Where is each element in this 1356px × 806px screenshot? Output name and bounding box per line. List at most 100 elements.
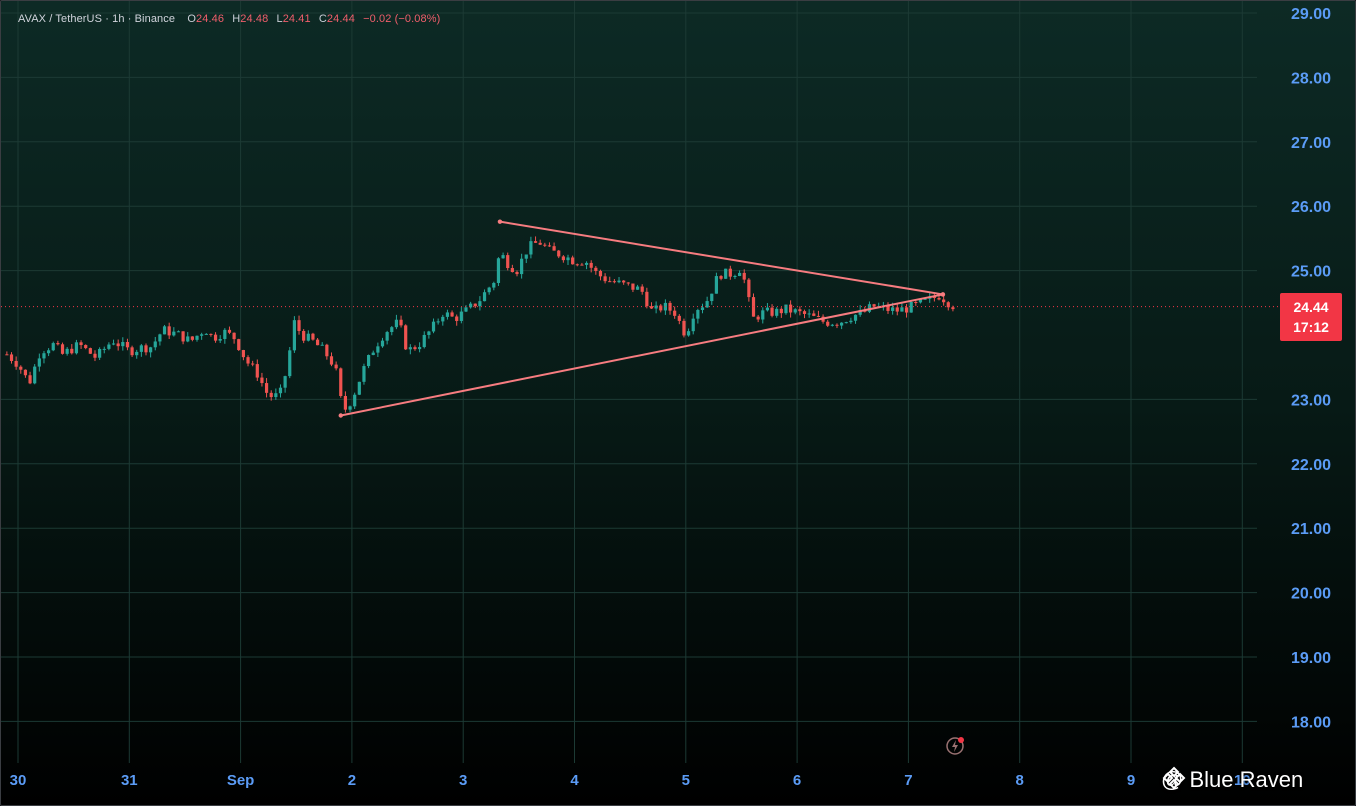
candle-body bbox=[376, 346, 380, 353]
candle-body bbox=[139, 345, 143, 352]
candle-body bbox=[19, 366, 23, 370]
trendline-anchor bbox=[940, 292, 946, 297]
y-tick-label: 28.00 bbox=[1291, 70, 1331, 87]
candle-body bbox=[14, 360, 18, 367]
candle-body bbox=[334, 364, 338, 369]
open-value: 24.46 bbox=[196, 13, 225, 25]
candle-body bbox=[227, 329, 232, 333]
candle-body bbox=[42, 353, 46, 359]
candle-body bbox=[728, 268, 732, 277]
candle-body bbox=[320, 344, 324, 346]
candle-body bbox=[218, 338, 222, 341]
candle-body bbox=[691, 318, 695, 332]
candle-body bbox=[524, 254, 528, 259]
candle-body bbox=[543, 244, 547, 246]
symbol-legend[interactable]: AVAX / TetherUS · 1h · Binance O24.46 H2… bbox=[18, 13, 445, 25]
candle-body bbox=[742, 272, 746, 280]
candle-body bbox=[23, 369, 28, 376]
candle-body bbox=[5, 354, 9, 356]
candle-body bbox=[932, 296, 936, 298]
candle-body bbox=[190, 336, 194, 340]
triangle-pattern bbox=[338, 219, 946, 418]
y-tick-label: 27.00 bbox=[1291, 135, 1331, 152]
candle-body bbox=[251, 363, 255, 365]
candle-body bbox=[264, 383, 269, 393]
candle-body bbox=[617, 280, 621, 283]
candle-body bbox=[353, 394, 357, 407]
candle-body bbox=[130, 347, 134, 356]
candle-body bbox=[700, 307, 705, 311]
candle-body bbox=[93, 353, 97, 358]
candle-body bbox=[343, 395, 348, 410]
candle-body bbox=[283, 376, 287, 388]
candle-body bbox=[719, 276, 723, 279]
candle-body bbox=[422, 334, 426, 348]
candle-body bbox=[135, 351, 139, 356]
candle-body bbox=[153, 341, 157, 348]
candle-body bbox=[445, 312, 450, 317]
candle-body bbox=[125, 342, 130, 348]
y-tick-label: 29.00 bbox=[1291, 6, 1331, 23]
candle-body bbox=[571, 257, 575, 265]
candle-body bbox=[195, 335, 199, 340]
candle-body bbox=[946, 302, 950, 308]
candle-body bbox=[478, 301, 482, 307]
candle-body bbox=[942, 299, 946, 303]
trendline-upper bbox=[499, 220, 944, 296]
candle-body bbox=[566, 257, 570, 261]
candle-body bbox=[654, 305, 658, 309]
last-price-tag: 24.44 17:12 bbox=[1280, 293, 1342, 341]
candle-body bbox=[241, 350, 245, 358]
candle-body bbox=[640, 286, 644, 292]
candle-body bbox=[784, 304, 788, 314]
low-label: L bbox=[276, 13, 283, 25]
open-label: O bbox=[187, 13, 197, 25]
candle-body bbox=[765, 307, 770, 311]
candle-body bbox=[79, 342, 83, 346]
candle-body bbox=[431, 321, 436, 332]
y-tick-label: 20.00 bbox=[1291, 586, 1331, 603]
candle-body bbox=[807, 313, 811, 315]
candle-body bbox=[561, 256, 565, 261]
candle-body bbox=[496, 258, 501, 283]
x-tick-label: 6 bbox=[793, 772, 801, 789]
candle-body bbox=[413, 347, 417, 350]
candle-body bbox=[923, 298, 927, 300]
candle-body bbox=[802, 311, 807, 314]
x-tick-label: 31 bbox=[121, 772, 138, 789]
candle-body bbox=[844, 322, 848, 324]
candle-body bbox=[487, 287, 491, 293]
candle-body bbox=[186, 336, 190, 342]
candle-body bbox=[357, 381, 361, 395]
candles bbox=[5, 236, 955, 413]
candle-body bbox=[306, 333, 310, 341]
candle-body bbox=[798, 309, 802, 312]
candle-body bbox=[60, 344, 65, 354]
candle-body bbox=[255, 364, 259, 378]
change-value: −0.02 (−0.08%) bbox=[363, 13, 441, 25]
candle-body bbox=[895, 307, 899, 312]
candle-body bbox=[826, 321, 830, 326]
candle-body bbox=[733, 276, 737, 278]
lightning-icon[interactable] bbox=[945, 736, 965, 756]
candle-body bbox=[510, 268, 514, 273]
candle-body bbox=[626, 282, 630, 284]
candle-body bbox=[149, 347, 153, 353]
candle-body bbox=[65, 348, 69, 354]
candle-body bbox=[789, 304, 793, 313]
candle-body bbox=[47, 350, 51, 354]
symbol-title[interactable]: AVAX / TetherUS · 1h · Binance bbox=[18, 13, 176, 25]
candle-body bbox=[724, 268, 728, 279]
candle-body bbox=[473, 303, 477, 307]
candle-body bbox=[469, 303, 473, 308]
candle-body bbox=[102, 348, 106, 350]
candle-body bbox=[260, 377, 264, 384]
candle-body bbox=[311, 333, 315, 340]
candle-body bbox=[858, 310, 862, 315]
candle-body bbox=[302, 330, 306, 341]
candle-body bbox=[329, 356, 334, 365]
candle-body bbox=[111, 343, 116, 345]
candle-body bbox=[98, 348, 102, 358]
candle-body bbox=[366, 355, 371, 367]
